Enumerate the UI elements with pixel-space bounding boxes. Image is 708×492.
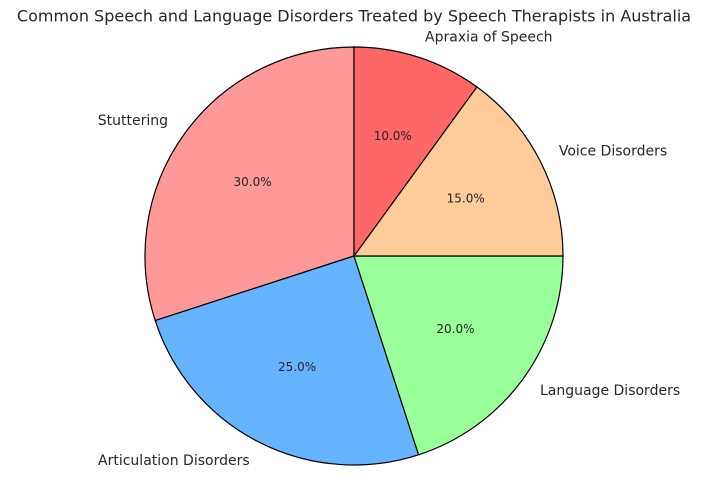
value-label: 15.0% bbox=[447, 192, 485, 206]
pie-slice bbox=[144, 46, 355, 322]
slice-label: Voice Disorders bbox=[559, 144, 667, 160]
chart-title: Common Speech and Language Disorders Tre… bbox=[17, 7, 691, 26]
value-label: 30.0% bbox=[233, 175, 271, 189]
pie-slice bbox=[353, 255, 564, 456]
slice-label: Apraxia of Speech bbox=[425, 29, 553, 45]
pie-slice bbox=[353, 46, 478, 258]
slice-label: Language Disorders bbox=[540, 383, 680, 399]
value-label: 10.0% bbox=[374, 129, 412, 143]
pie-slice bbox=[154, 255, 420, 466]
slice-label: Articulation Disorders bbox=[98, 453, 250, 469]
value-label: 25.0% bbox=[278, 360, 316, 374]
value-label: 20.0% bbox=[436, 322, 474, 336]
slice-label: Stuttering bbox=[98, 113, 168, 129]
pie-slice bbox=[352, 86, 564, 257]
